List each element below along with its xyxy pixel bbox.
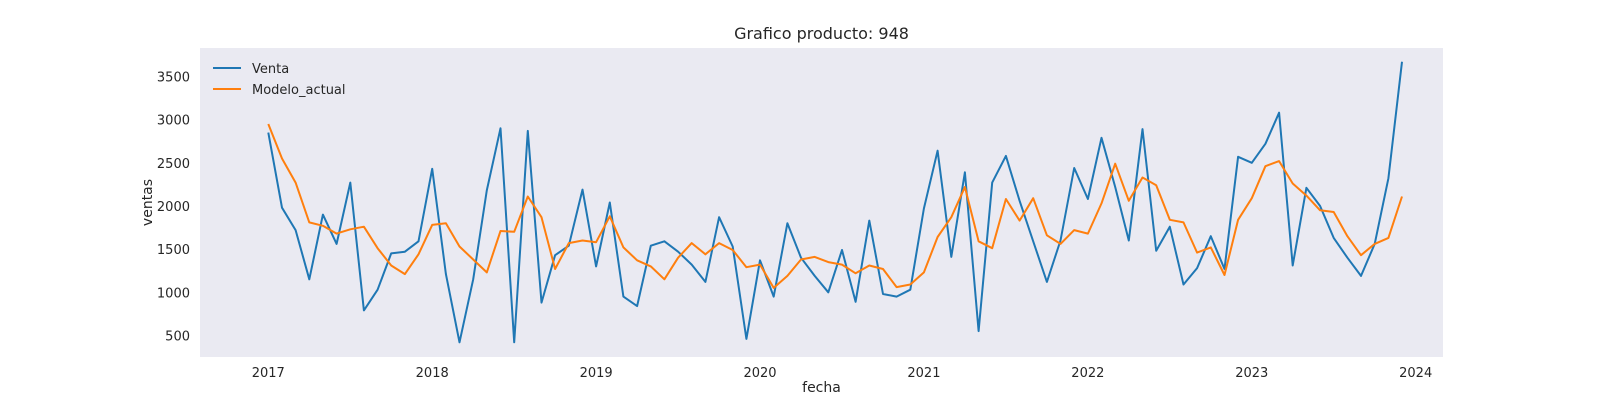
y-tick-label: 1500: [157, 243, 190, 258]
y-tick-label: 3500: [157, 70, 190, 85]
x-tick-label: 2024: [1399, 366, 1432, 381]
series-line-venta: [267, 61, 1403, 344]
series-layer: [267, 61, 1403, 344]
plot-area: [200, 48, 1443, 357]
legend-label: Venta: [252, 62, 289, 77]
y-axis-ticks: 500 1000 1500 2000 2500 3000 3500: [157, 70, 190, 344]
y-tick-label: 3000: [157, 114, 190, 129]
y-tick-label: 2000: [157, 200, 190, 215]
x-axis-ticks: 2017 2018 2019 2020 2021 2022 2023 2024: [252, 366, 1432, 381]
y-tick-label: 500: [165, 329, 190, 344]
legend: Venta Modelo_actual: [213, 62, 346, 98]
x-axis-label: fecha: [802, 380, 841, 396]
x-tick-label: 2020: [743, 366, 776, 381]
series-line-modelo_actual: [267, 123, 1403, 289]
x-tick-label: 2019: [580, 366, 613, 381]
x-tick-label: 2021: [907, 366, 940, 381]
y-tick-label: 2500: [157, 157, 190, 172]
chart-title: Grafico producto: 948: [734, 24, 909, 43]
legend-label: Modelo_actual: [252, 83, 346, 98]
x-tick-label: 2018: [416, 366, 449, 381]
x-tick-label: 2022: [1071, 366, 1104, 381]
y-axis-label: ventas: [140, 179, 156, 226]
y-tick-label: 1000: [157, 286, 190, 301]
x-tick-label: 2023: [1235, 366, 1268, 381]
x-tick-label: 2017: [252, 366, 285, 381]
